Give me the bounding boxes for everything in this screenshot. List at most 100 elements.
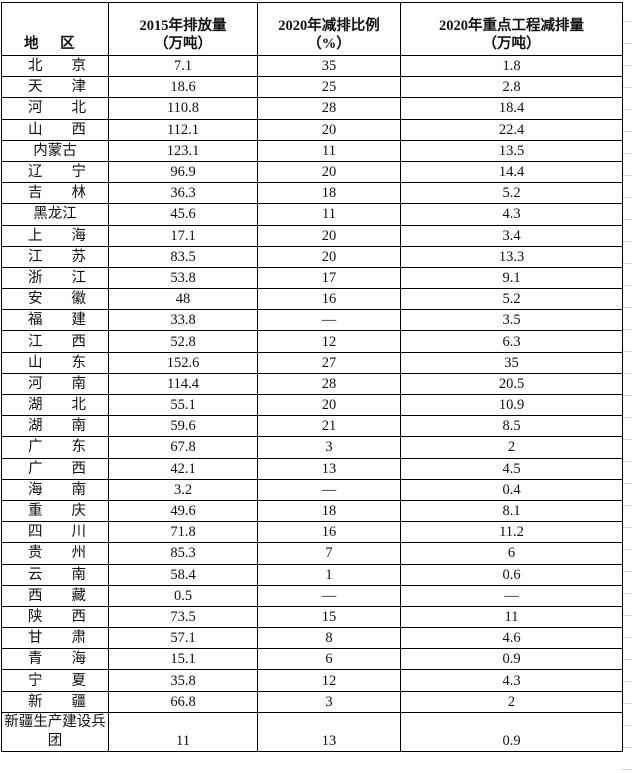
table-row: 河 北 110.8 28 18.4 [1, 97, 623, 120]
key-project-reduction-cell: 0.9 [400, 648, 623, 671]
reduction-ratio-cell: 25 [257, 76, 401, 99]
emission-2015-cell: 123.1 [108, 139, 258, 162]
region-cell: 湖 南 [1, 415, 109, 438]
emission-reduction-table: 地 区 2015年排放量 （万吨） 2020年减排比例 （%） 2020年重点工程减… [1, 2, 623, 752]
table-row: 宁 夏 35.8 12 4.3 [1, 669, 623, 692]
header-region: 地 区 [1, 2, 109, 56]
region-cell: 青 海 [1, 648, 109, 671]
table-row: 福 建 33.8—3.5 [1, 309, 623, 332]
emission-2015-cell: 66.8 [108, 690, 258, 713]
region-cell: 宁 夏 [1, 669, 109, 692]
reduction-ratio-cell: 12 [257, 330, 401, 353]
emission-2015-cell: 3.2 [108, 478, 258, 501]
table-row: 青 海 15.1 6 0.9 [1, 648, 623, 671]
table-row: 上 海 17.1 20 3.4 [1, 224, 623, 247]
key-project-reduction-cell: 18.4 [400, 97, 623, 120]
emission-2015-cell: 53.8 [108, 266, 258, 290]
reduction-ratio-cell: 18 [257, 182, 401, 205]
emission-2015-cell: 17.1 [108, 224, 258, 247]
reduction-ratio-cell: 16 [257, 521, 401, 544]
reduction-ratio-cell: 20 [257, 245, 401, 268]
emission-2015-cell: 0.5 [108, 584, 258, 607]
reduction-ratio-cell: 20 [257, 393, 401, 417]
table-row: 江 苏 83.5 20 13.3 [1, 245, 623, 268]
table-row: 海 南 3.2—0.4 [1, 478, 623, 501]
key-project-reduction-cell: 10.9 [400, 393, 623, 417]
region-cell: 陕 西 [1, 605, 109, 629]
header-unit: （万吨） [154, 36, 212, 52]
reduction-ratio-cell: 7 [257, 542, 401, 565]
emission-2015-cell: 55.1 [108, 393, 258, 417]
region-cell: 山 西 [1, 118, 109, 141]
region-cell: 新 疆 [1, 690, 109, 713]
table-row: 吉 林 36.3 18 5.2 [1, 182, 623, 205]
reduction-ratio-cell: 28 [257, 372, 401, 396]
key-project-reduction-cell: 6.3 [400, 330, 623, 353]
reduction-ratio-cell: 13 [257, 457, 401, 480]
key-project-reduction-cell: 20.5 [400, 372, 623, 396]
table-row: 山 东 152.6 27 35 [1, 351, 623, 374]
region-cell: 甘 肃 [1, 627, 109, 650]
emission-2015-cell: 67.8 [108, 436, 258, 459]
emission-2015-cell: 15.1 [108, 648, 258, 671]
reduction-ratio-cell: 6 [257, 648, 401, 671]
reduction-ratio-cell: 8 [257, 627, 401, 650]
region-cell: 内蒙古 [1, 139, 109, 162]
key-project-reduction-cell: 0.6 [400, 563, 623, 586]
region-cell: 广 东 [1, 436, 109, 459]
emission-2015-cell: 57.1 [108, 627, 258, 650]
table-row: 山 西 112.1 20 22.4 [1, 118, 623, 141]
region-cell: 海 南 [1, 478, 109, 501]
reduction-ratio-cell: 3 [257, 436, 401, 459]
reduction-ratio-cell: 11 [257, 139, 401, 162]
table-row: 北 京 7.1 35 1.8 [1, 54, 623, 78]
key-project-reduction-cell: 4.6 [400, 627, 623, 650]
key-project-reduction-cell: 4.3 [400, 203, 623, 226]
table-row: 江 西 52.8 12 6.3 [1, 330, 623, 353]
region-cell: 河 北 [1, 97, 109, 120]
reduction-ratio-cell: 17 [257, 266, 401, 290]
key-project-reduction-cell: — [400, 584, 623, 607]
emission-2015-cell: 59.6 [108, 415, 258, 438]
key-project-reduction-cell: 3.4 [400, 224, 623, 247]
table-row: 天 津 18.6 25 2.8 [1, 76, 623, 99]
header-line: 2015年排放量 [139, 18, 227, 34]
key-project-reduction-cell: 5.2 [400, 288, 623, 311]
region-cell: 天 津 [1, 76, 109, 99]
emission-2015-cell: 73.5 [108, 605, 258, 629]
key-project-reduction-cell: 1.8 [400, 54, 623, 78]
header-row: 地 区 2015年排放量 （万吨） 2020年减排比例 （%） 2020年重点工程减… [1, 2, 623, 56]
key-project-reduction-cell: 3.5 [400, 309, 623, 332]
reduction-ratio-cell: — [257, 584, 401, 607]
header-key-project-reduction-2020: 2020年重点工程减排量 （万吨） [400, 2, 623, 56]
region-cell: 云 南 [1, 563, 109, 586]
table-row: 云 南 58.4 1 0.6 [1, 563, 623, 586]
region-cell: 湖 北 [1, 393, 109, 417]
reduction-ratio-cell: 3 [257, 690, 401, 713]
header-reduction-ratio-2020: 2020年减排比例 （%） [257, 2, 401, 56]
reduction-ratio-cell: 12 [257, 669, 401, 692]
emission-2015-cell: 85.3 [108, 542, 258, 565]
emission-2015-cell: 112.1 [108, 118, 258, 141]
region-cell: 福 建 [1, 309, 109, 332]
region-cell: 西 藏 [1, 584, 109, 607]
region-cell: 广 西 [1, 457, 109, 480]
table-row: 辽 宁 96.9 20 14.4 [1, 160, 623, 184]
emission-2015-cell: 48 [108, 288, 258, 311]
key-project-reduction-cell: 22.4 [400, 118, 623, 141]
table-row: 湖 南 59.6 21 8.5 [1, 415, 623, 438]
key-project-reduction-cell: 4.5 [400, 457, 623, 480]
key-project-reduction-cell: 9.1 [400, 266, 623, 290]
reduction-ratio-cell: 11 [257, 203, 401, 226]
emission-2015-cell: 114.4 [108, 372, 258, 396]
table-row: 四 川 71.8 16 11.2 [1, 521, 623, 544]
table-row: 陕 西 73.5 15 11 [1, 605, 623, 629]
table-row: 广 西 42.1 13 4.5 [1, 457, 623, 480]
emission-2015-cell: 152.6 [108, 351, 258, 374]
key-project-reduction-cell: 6 [400, 542, 623, 565]
table-row: 新疆生产建设兵团 11 13 0.9 [1, 711, 623, 752]
emission-2015-cell: 58.4 [108, 563, 258, 586]
key-project-reduction-cell: 4.3 [400, 669, 623, 692]
table-row: 贵 州 85.3 7 6 [1, 542, 623, 565]
reduction-ratio-cell: — [257, 478, 401, 501]
